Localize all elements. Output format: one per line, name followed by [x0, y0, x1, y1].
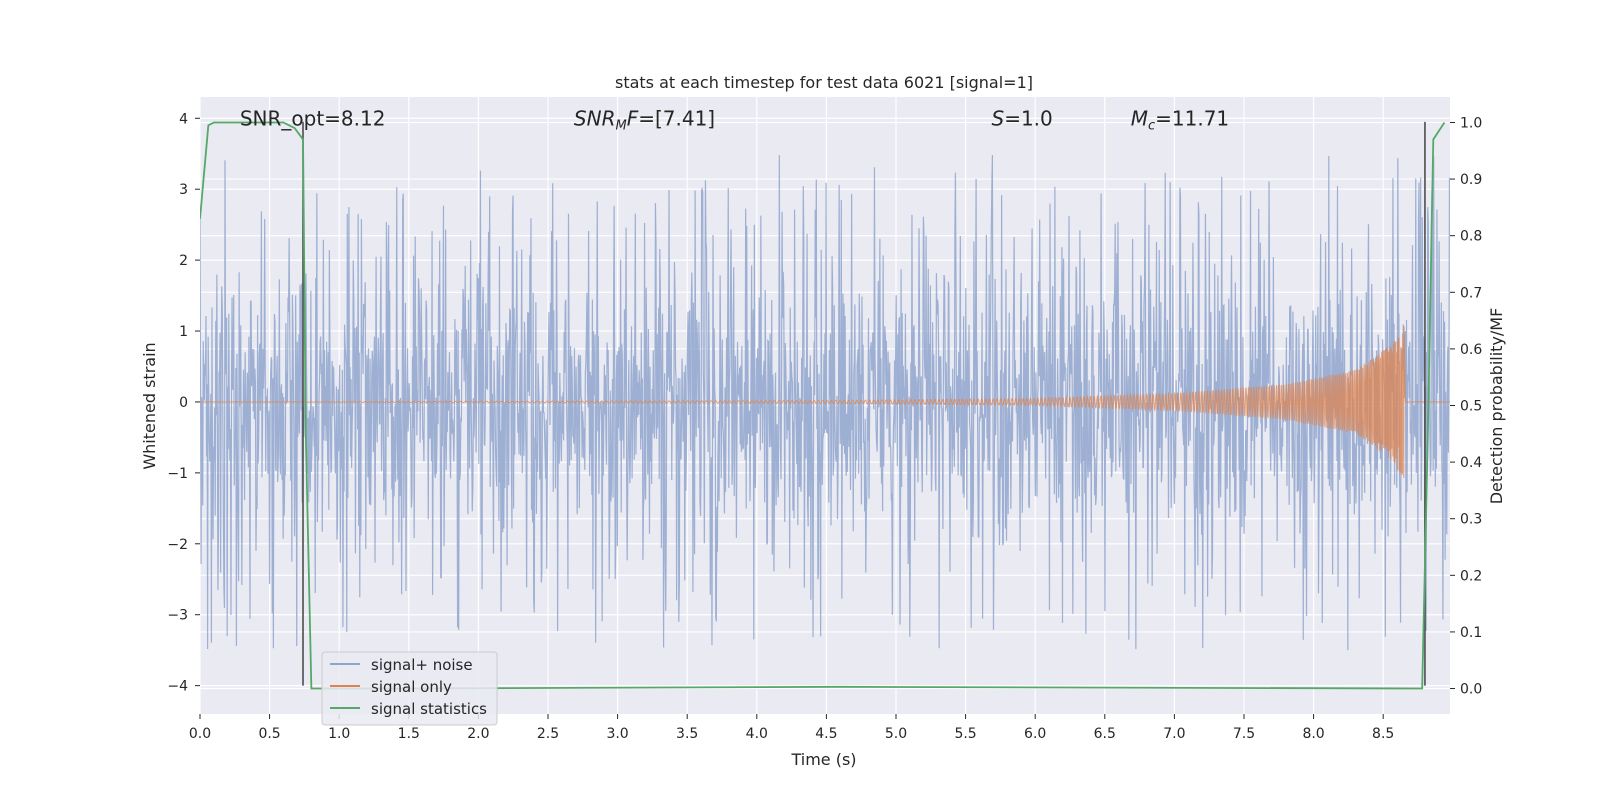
- y-right-tick-label: 1.0: [1460, 115, 1482, 131]
- x-tick-label: 2.5: [537, 726, 559, 742]
- legend-label-signal-statistics: signal statistics: [371, 700, 487, 718]
- x-tick-label: 3.5: [676, 726, 698, 742]
- x-tick-label: 6.5: [1094, 726, 1116, 742]
- y-right-tick-label: 0.6: [1460, 342, 1482, 358]
- x-tick-label: 0.0: [189, 726, 211, 742]
- y-tick-label: 2: [179, 253, 188, 269]
- y-right-tick-label: 0.2: [1460, 568, 1482, 584]
- y-tick-label: 0: [179, 395, 188, 411]
- x-tick-label: 8.0: [1302, 726, 1324, 742]
- x-tick-label: 1.5: [398, 726, 420, 742]
- signal-statistics-line: [200, 121, 1446, 690]
- y-right-tick-label: 0.1: [1460, 625, 1482, 641]
- y-tick-label: −2: [167, 537, 188, 553]
- y-tick-label: 1: [179, 324, 188, 340]
- y-right-tick-label: 0.0: [1460, 682, 1482, 698]
- x-tick-label: 0.5: [258, 726, 280, 742]
- x-tick-label: 3.0: [606, 726, 628, 742]
- y-tick-label: −1: [167, 466, 188, 482]
- annotation-1: SNRMF=[7.41]: [574, 106, 715, 133]
- y-right-tick-label: 0.8: [1460, 229, 1482, 245]
- legend: signal+ noise signal only signal statist…: [321, 651, 498, 726]
- y-axis-right-label: Detection probability/MF: [1487, 308, 1506, 505]
- x-tick-label: 7.5: [1233, 726, 1255, 742]
- x-tick-label: 6.0: [1024, 726, 1046, 742]
- annotation-2: S=1.0: [992, 106, 1053, 130]
- x-tick-label: 4.5: [815, 726, 837, 742]
- y-right-tick-label: 0.3: [1460, 512, 1482, 528]
- legend-label-signal-noise: signal+ noise: [371, 656, 473, 674]
- x-tick-label: 4.0: [746, 726, 768, 742]
- chart-title: stats at each timestep for test data 602…: [615, 73, 1033, 92]
- y-right-tick-label: 0.4: [1460, 455, 1482, 471]
- x-tick-label: 5.5: [954, 726, 976, 742]
- y-tick-label: −3: [167, 608, 188, 624]
- ticks: 0.0 0.5 1.0 1.5 2.0 2.5 3.0 3.5 4.0 4.5 5.0 5.5 6.0 6…: [167, 111, 1482, 742]
- y-right-tick-label: 0.5: [1460, 399, 1482, 415]
- legend-label-signal-only: signal only: [371, 678, 452, 696]
- x-tick-label: 7.0: [1163, 726, 1185, 742]
- y-tick-label: −4: [167, 679, 188, 695]
- y-right-tick-label: 0.9: [1460, 172, 1482, 188]
- annotation-0: SNR_opt=8.12: [240, 106, 386, 130]
- plot-area: [200, 121, 1450, 690]
- y-right-tick-label: 0.7: [1460, 285, 1482, 301]
- y-axis-label: Whitened strain: [140, 342, 159, 469]
- legend-box: [321, 651, 498, 726]
- annotations: SNR_opt=8.12 SNRMF=[7.41] S=1.0 Mc=11.71: [240, 106, 1229, 133]
- x-tick-label: 8.5: [1372, 726, 1394, 742]
- annotation-3: Mc=11.71: [1131, 106, 1229, 133]
- signal-noise-line: [200, 154, 1450, 651]
- x-axis-label: Time (s): [790, 750, 856, 769]
- x-tick-label: 1.0: [328, 726, 350, 742]
- y-tick-label: 4: [179, 111, 188, 127]
- x-tick-label: 5.0: [885, 726, 907, 742]
- y-tick-label: 3: [179, 182, 188, 198]
- signal-only-line: [200, 326, 1450, 478]
- x-tick-label: 2.0: [467, 726, 489, 742]
